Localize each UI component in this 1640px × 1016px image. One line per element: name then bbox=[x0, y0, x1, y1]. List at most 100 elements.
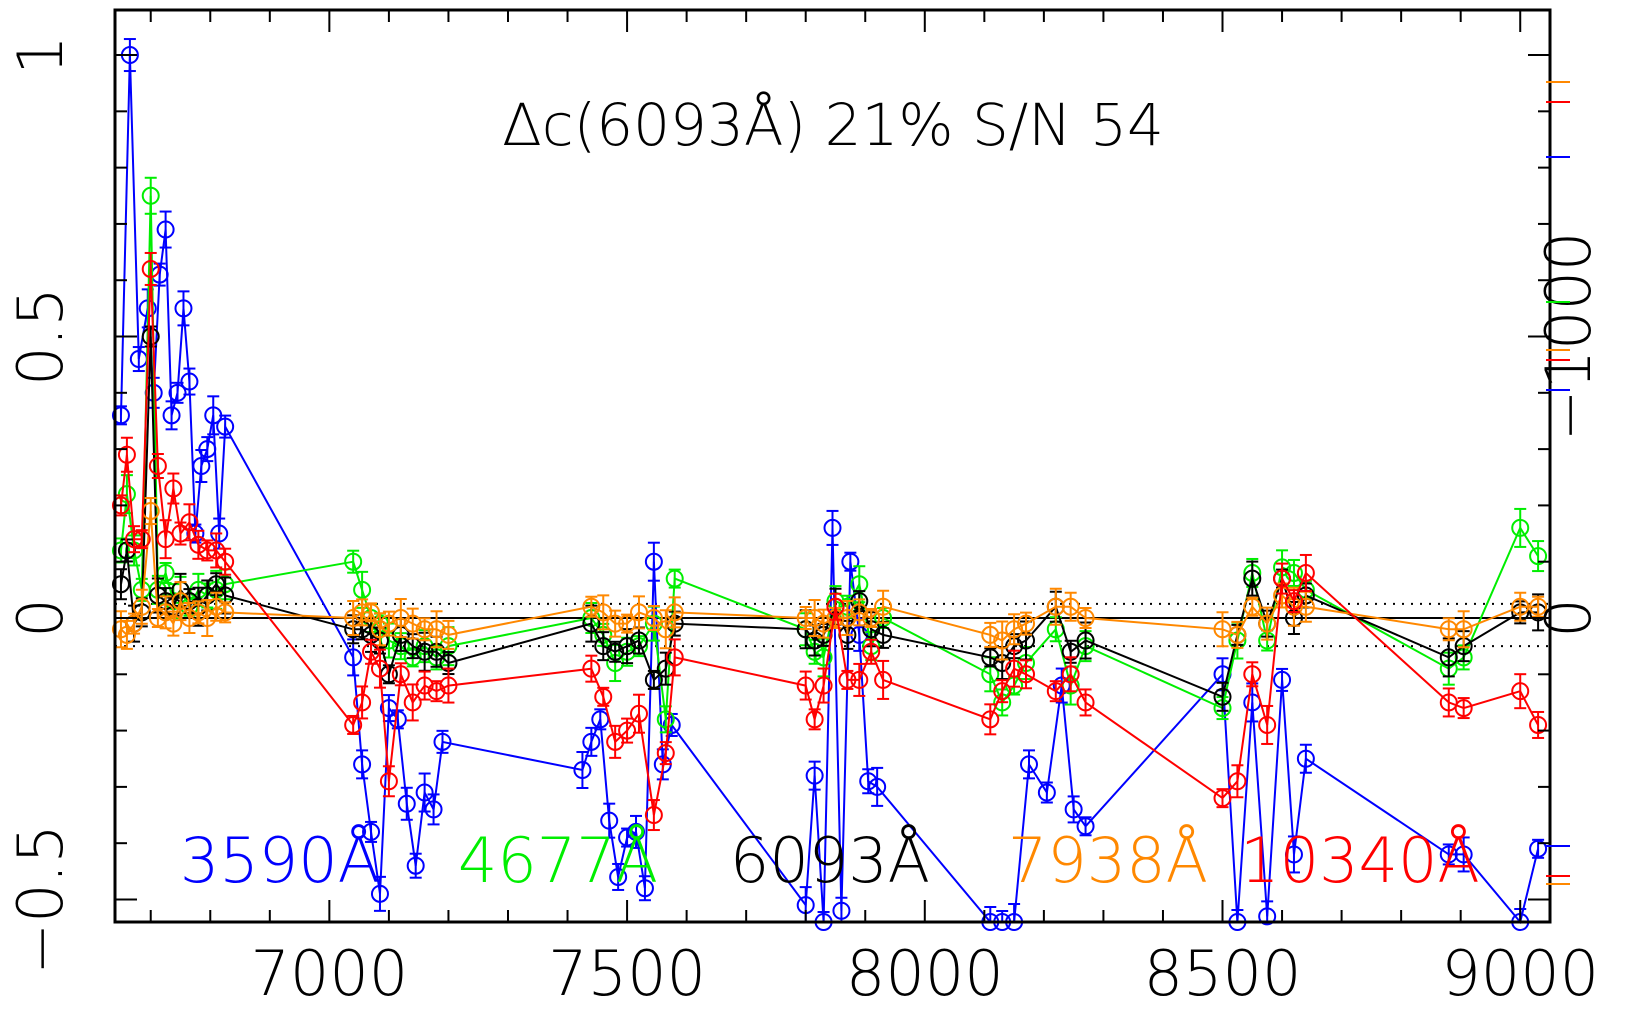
data-point bbox=[644, 552, 663, 571]
data-point bbox=[868, 777, 887, 796]
data-point bbox=[1454, 845, 1473, 864]
right-tick-label: −1000 bbox=[1532, 232, 1605, 442]
data-point bbox=[594, 637, 613, 656]
data-point bbox=[370, 659, 389, 678]
data-point bbox=[415, 620, 434, 639]
data-point bbox=[1284, 592, 1303, 611]
data-point bbox=[1511, 597, 1530, 616]
data-point bbox=[406, 856, 425, 875]
data-point bbox=[180, 513, 199, 532]
data-point bbox=[180, 372, 199, 391]
data-point bbox=[656, 710, 675, 729]
data-point bbox=[164, 479, 183, 498]
data-point bbox=[1243, 569, 1262, 588]
data-point bbox=[1296, 749, 1315, 768]
series-10340 bbox=[111, 251, 1548, 832]
data-point bbox=[415, 642, 434, 661]
data-point bbox=[826, 597, 845, 616]
data-point bbox=[353, 693, 372, 712]
data-point bbox=[216, 417, 235, 436]
data-point bbox=[814, 614, 833, 633]
data-point bbox=[362, 822, 381, 841]
series-line bbox=[120, 54, 1540, 925]
data-point bbox=[391, 609, 410, 627]
data-point bbox=[433, 732, 452, 751]
data-point bbox=[132, 597, 151, 616]
legend-entry-7938: 7938Å bbox=[1008, 824, 1208, 897]
data-point bbox=[841, 552, 860, 571]
data-point bbox=[1017, 614, 1036, 633]
data-point bbox=[344, 715, 363, 734]
data-point bbox=[415, 783, 434, 802]
data-point bbox=[415, 676, 434, 695]
data-point bbox=[198, 440, 217, 459]
legend-entry-4677: 4677Å bbox=[458, 824, 658, 897]
data-point bbox=[403, 614, 422, 633]
data-point bbox=[629, 631, 648, 650]
data-point bbox=[656, 744, 675, 763]
data-point bbox=[1296, 563, 1315, 582]
data-point bbox=[403, 693, 422, 712]
data-point bbox=[171, 592, 190, 611]
data-point bbox=[353, 755, 372, 774]
data-point bbox=[439, 625, 458, 644]
data-point bbox=[1439, 845, 1458, 864]
series-6093 bbox=[111, 325, 1548, 712]
data-point bbox=[141, 327, 160, 346]
data-point bbox=[424, 800, 443, 819]
right-tick-label: 0 bbox=[1532, 598, 1605, 637]
data-point bbox=[1284, 563, 1303, 582]
data-point bbox=[1213, 687, 1232, 706]
data-point bbox=[1529, 839, 1548, 858]
chart-title: Δc(6093Å) 21% S/N 54 bbox=[502, 90, 1164, 159]
y-tick-label: 0 bbox=[4, 598, 77, 637]
data-point bbox=[148, 457, 167, 475]
data-point bbox=[644, 609, 663, 627]
data-point bbox=[656, 620, 675, 639]
data-point bbox=[1439, 620, 1458, 639]
data-point bbox=[1019, 755, 1038, 774]
data-point bbox=[344, 648, 363, 667]
data-point bbox=[111, 575, 130, 594]
x-tick-label: 7000 bbox=[250, 937, 408, 1010]
data-point bbox=[1037, 783, 1056, 802]
data-point bbox=[1529, 547, 1548, 566]
data-point bbox=[141, 259, 160, 278]
legend: 3590Å 4677Å 6093Å 7938Å 10340Å bbox=[180, 824, 1480, 897]
data-point bbox=[609, 867, 628, 886]
data-point bbox=[1076, 693, 1095, 712]
data-point bbox=[439, 676, 458, 695]
x-tick-label: 7500 bbox=[548, 937, 706, 1010]
data-point bbox=[174, 299, 193, 318]
data-point bbox=[1454, 620, 1473, 639]
data-point bbox=[1005, 659, 1024, 678]
data-point bbox=[353, 580, 372, 599]
data-point bbox=[117, 445, 136, 464]
data-point bbox=[1529, 715, 1548, 734]
data-point bbox=[156, 220, 175, 239]
data-point bbox=[600, 811, 619, 830]
data-point bbox=[644, 806, 663, 825]
data-point bbox=[1243, 597, 1262, 616]
data-point bbox=[1258, 907, 1277, 926]
data-point bbox=[874, 670, 893, 689]
data-point bbox=[850, 670, 869, 689]
data-point bbox=[629, 704, 648, 723]
data-point bbox=[838, 670, 857, 689]
data-point bbox=[1064, 800, 1083, 819]
data-point bbox=[1529, 597, 1548, 616]
x-tick-label: 9000 bbox=[1441, 937, 1599, 1010]
data-point bbox=[427, 682, 446, 701]
data-point bbox=[1061, 597, 1080, 616]
data-point bbox=[862, 642, 881, 661]
data-point bbox=[427, 620, 446, 639]
data-point bbox=[111, 496, 130, 515]
plot-frame bbox=[113, 8, 1552, 924]
data-point bbox=[132, 530, 151, 549]
data-point bbox=[164, 614, 183, 633]
data-point bbox=[168, 383, 187, 402]
data-point bbox=[665, 603, 684, 622]
x-tick-label: 8500 bbox=[1144, 937, 1302, 1010]
data-point bbox=[186, 524, 205, 543]
data-point bbox=[832, 901, 851, 920]
